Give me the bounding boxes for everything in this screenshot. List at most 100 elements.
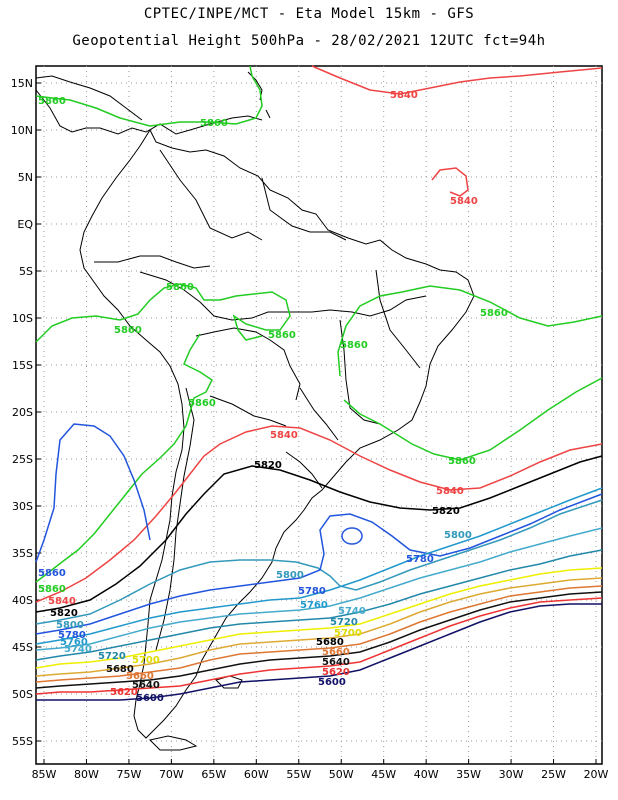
lat-label: 10S (12, 312, 33, 325)
lon-label: 25W (541, 768, 566, 781)
label-5740-a: 5740 (338, 606, 366, 617)
label-5860-e: 5860 (268, 330, 296, 341)
contour-5860-bolivia (35, 333, 213, 583)
longitude-labels: 85W 80W 75W 70W 65W 60W 55W 50W 45W 40W 35W 30W 25W 2… (32, 768, 609, 781)
contour-5780 (35, 493, 603, 635)
border-venezuela-guyana (261, 177, 347, 241)
lon-label: 45W (371, 768, 396, 781)
label-5820-c: 5820 (50, 608, 78, 619)
contour-5860-south (343, 377, 603, 461)
label-5860-g: 5860 (480, 308, 508, 319)
label-5720-a: 5720 (330, 617, 358, 628)
border-argentina-paraguay (209, 395, 287, 427)
contour-5840-north (311, 65, 603, 95)
label-5700-b: 5700 (132, 655, 160, 666)
central-america-coast-north (35, 75, 143, 121)
lat-label: 20S (12, 406, 33, 419)
label-5600-b: 5600 (136, 693, 164, 704)
contour-5620 (35, 597, 603, 695)
label-5720-b: 5720 (98, 651, 126, 662)
label-5860-h: 5860 (188, 398, 216, 409)
tierra-del-fuego (149, 735, 198, 751)
label-5860-c: 5860 (166, 282, 194, 293)
contour-5680 (35, 577, 603, 677)
label-5820-b: 5820 (432, 506, 460, 517)
brazil-internal-2 (339, 319, 381, 425)
contour-5820 (35, 455, 603, 613)
label-5800-b: 5800 (444, 530, 472, 541)
contour-5840-east (431, 167, 469, 197)
label-5620-a: 5620 (322, 667, 350, 678)
lon-label: 30W (499, 768, 524, 781)
border-uruguay (285, 451, 323, 489)
contour-5800 (35, 499, 603, 625)
label-5860-d: 5860 (114, 325, 142, 336)
border-brazil-peru-bolivia (139, 271, 312, 321)
label-5820-a: 5820 (254, 460, 282, 471)
lon-label: 60W (244, 768, 269, 781)
map-title: CPTEC/INPE/MCT - Eta Model 15km - GFS (143, 6, 475, 22)
lat-label: 40S (12, 594, 33, 607)
label-5660-a: 5660 (322, 647, 350, 658)
contour-5700 (35, 567, 603, 669)
contours (35, 65, 603, 701)
axis-ticks (36, 82, 597, 764)
contour-5720 (35, 549, 603, 661)
lon-label: 40W (414, 768, 439, 781)
border-bolivia-brazil (195, 327, 301, 401)
coastlines (35, 71, 475, 751)
label-5860-i: 5860 (448, 456, 476, 467)
label-5860-a: 5860 (38, 96, 66, 107)
lon-label: 85W (32, 768, 57, 781)
label-5840-b: 5840 (450, 196, 478, 207)
contour-5740 (35, 527, 603, 651)
label-5660-b: 5660 (126, 671, 154, 682)
label-5840-c: 5840 (270, 430, 298, 441)
label-5860-f: 5860 (340, 340, 368, 351)
lon-label: 20W (584, 768, 609, 781)
contour-labels: 5860 5860 5860 5860 5860 5860 5860 5860 … (38, 90, 508, 704)
lat-label: 10N (11, 124, 33, 137)
label-5740-b: 5740 (64, 644, 92, 655)
label-5640-a: 5640 (322, 657, 350, 668)
label-5780-a: 5780 (298, 586, 326, 597)
label-5800-c: 5800 (56, 620, 84, 631)
lat-label: 30S (12, 500, 33, 513)
label-5680-b: 5680 (106, 664, 134, 675)
map-frame (35, 65, 603, 765)
label-5860-b: 5860 (200, 118, 228, 129)
contour-5760 (35, 487, 603, 645)
label-5760-b: 5760 (60, 637, 88, 648)
lat-label: 55S (12, 735, 33, 748)
lat-label: EQ (17, 218, 33, 231)
label-5840-e: 5840 (48, 596, 76, 607)
contour-5780-west (35, 423, 151, 563)
contour-5780-eddy (341, 527, 363, 545)
label-5640-b: 5640 (132, 680, 160, 691)
lat-label: 45S (12, 641, 33, 654)
brazil-internal-3 (375, 269, 421, 369)
contour-5840-mid (35, 425, 603, 603)
label-5860-j: 5860 (38, 568, 66, 579)
lon-label: 55W (286, 768, 311, 781)
central-america-coast (35, 89, 263, 135)
contour-5660 (35, 585, 603, 683)
label-5600-a: 5600 (318, 677, 346, 688)
lat-label: 50S (12, 688, 33, 701)
border-colombia-venezuela (159, 149, 263, 241)
lat-label: 25S (12, 453, 33, 466)
lat-label: 15S (12, 359, 33, 372)
label-5760-a: 5760 (300, 600, 328, 611)
latitude-labels: 15N 10N 5N EQ 5S 10S 15S 20S 25S 30S 35S 40S 45S 50S 5… (11, 77, 34, 748)
label-5780-c: 5780 (58, 630, 86, 641)
label-5780-b: 5780 (406, 554, 434, 565)
lat-label: 35S (12, 547, 33, 560)
contour-5860-north (35, 65, 263, 127)
label-5840-d: 5840 (436, 486, 464, 497)
lon-label: 50W (329, 768, 354, 781)
border-chile-argentina (155, 387, 195, 651)
label-5800-a: 5800 (276, 570, 304, 581)
label-5700-a: 5700 (334, 628, 362, 639)
lon-label: 75W (116, 768, 141, 781)
